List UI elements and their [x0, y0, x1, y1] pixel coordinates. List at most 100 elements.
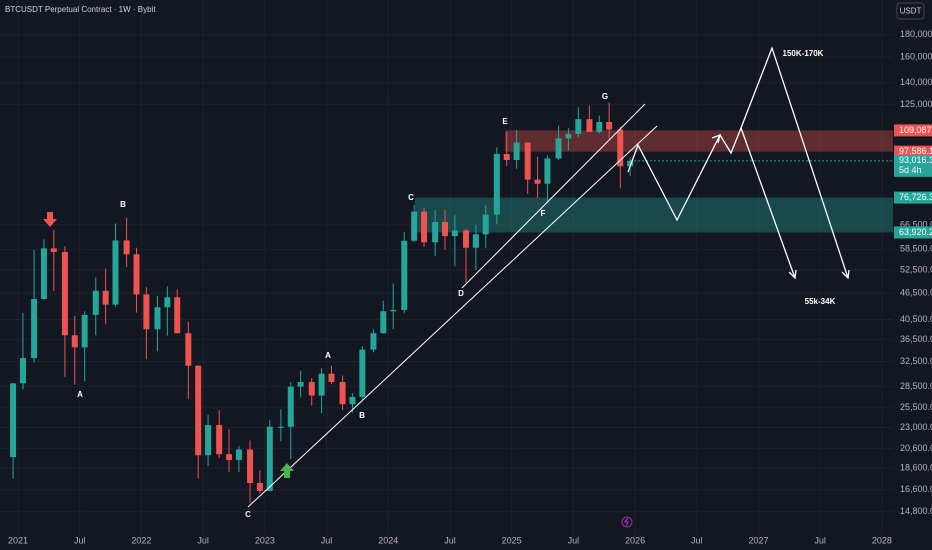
- candle-body: [493, 154, 500, 215]
- candle-body: [19, 358, 26, 384]
- candle-body: [534, 179, 541, 184]
- candle-body: [328, 373, 335, 382]
- candle-body: [349, 396, 356, 405]
- x-tick-label: Jul: [321, 535, 333, 545]
- candle-body: [503, 154, 510, 161]
- buy-arrow: [280, 463, 294, 478]
- candles: [10, 102, 634, 503]
- price-label-bg: [894, 226, 932, 239]
- x-tick-label: 2024: [378, 535, 398, 545]
- y-tick-label: 52,500.0: [900, 264, 932, 274]
- last-price-label: 93,016.3: [899, 155, 932, 165]
- candle-body: [143, 294, 150, 330]
- candle-body: [10, 383, 17, 458]
- y-tick-label: 14,800.0: [900, 506, 932, 516]
- chart-title: BTCUSDT Perpetual Contract · 1W · Bybit: [5, 5, 156, 14]
- candle-body: [565, 133, 572, 139]
- candle-body: [421, 211, 428, 243]
- candle-body: [370, 333, 377, 350]
- annotation: D: [458, 289, 464, 298]
- arrow-head: [788, 269, 797, 280]
- drawings: [247, 46, 850, 508]
- candle-body: [154, 307, 161, 330]
- y-tick-label: 180,000.0: [900, 29, 932, 39]
- y-tick-label: 23,000.0: [900, 422, 932, 432]
- currency: USDT: [900, 7, 922, 16]
- x-tick-label: 2028: [872, 535, 892, 545]
- projection-path: [627, 46, 849, 279]
- price-label-bg: [894, 191, 932, 204]
- candle-body: [586, 119, 593, 132]
- y-tick-label: 32,500.0: [900, 356, 932, 366]
- candle-body: [308, 381, 315, 396]
- annotation: B: [359, 411, 365, 420]
- event-icon[interactable]: [621, 516, 633, 528]
- candle-body: [50, 248, 57, 252]
- candle-body: [31, 299, 38, 359]
- arrow-head: [711, 133, 721, 144]
- y-tick-label: 18,600.0: [900, 462, 932, 472]
- candle-body: [81, 314, 88, 348]
- candle-body: [432, 222, 439, 243]
- x-tick-label: Jul: [74, 535, 86, 545]
- x-tick-label: Jul: [814, 535, 826, 545]
- annotations: B A C A B C D E F G 150K-170K 55k-34K: [77, 49, 835, 519]
- annotation: C: [408, 193, 414, 202]
- candle-body: [226, 454, 233, 461]
- candle-body: [555, 138, 562, 159]
- candle-body: [185, 333, 192, 366]
- y-tick-label: 58,500.0: [900, 244, 932, 254]
- y-tick-label: 125,000.0: [900, 99, 932, 109]
- annotation: F: [541, 209, 546, 218]
- x-tick-label: 2025: [502, 535, 522, 545]
- candle-body: [596, 121, 603, 132]
- price-label: 109,087.5: [899, 125, 932, 135]
- candle-body: [247, 449, 254, 484]
- candle-body: [339, 381, 346, 405]
- candle-body: [266, 426, 273, 491]
- candle-body: [524, 142, 531, 180]
- y-tick-label: 40,500.0: [900, 314, 932, 324]
- candle-body: [411, 211, 418, 241]
- candle-body: [575, 119, 582, 134]
- axis-labels: 180,000.0 160,000.0 140,000.0 125,000.0 66,5…: [8, 29, 932, 545]
- candle-body: [380, 311, 387, 334]
- y-tick-label: 160,000.0: [900, 52, 932, 62]
- candle-body: [472, 234, 479, 248]
- price-label-bg: [894, 124, 932, 137]
- candle-body: [235, 449, 242, 461]
- sell-arrow: [43, 212, 57, 227]
- y-tick-label: 36,500.0: [900, 334, 932, 344]
- annotation: A: [77, 390, 83, 399]
- candle-body: [216, 425, 223, 455]
- x-tick-label: Jul: [444, 535, 456, 545]
- x-tick-label: Jul: [568, 535, 580, 545]
- candle-body: [71, 335, 78, 348]
- candle-body: [40, 248, 47, 300]
- candle-body: [513, 142, 520, 161]
- candle-body: [256, 483, 263, 491]
- candle-body: [287, 386, 294, 427]
- candle-body: [277, 426, 284, 428]
- annotation: E: [502, 117, 508, 126]
- candle-body: [123, 240, 130, 255]
- candle-body: [390, 309, 397, 312]
- candle-body: [174, 297, 181, 334]
- y-tick-label: 16,600.0: [900, 484, 932, 494]
- trend-line: [461, 103, 646, 289]
- y-tick-label: 46,500.0: [900, 288, 932, 298]
- candle-body: [482, 214, 489, 235]
- last-price-bg: [894, 154, 932, 177]
- y-tick-label: 140,000.0: [900, 77, 932, 87]
- candle-body: [164, 297, 171, 308]
- candle-body: [544, 158, 551, 184]
- price-label: 63,920.2: [899, 227, 932, 237]
- y-tick-label: 66,500.0: [900, 219, 932, 229]
- annotation: 150K-170K: [783, 49, 824, 58]
- y-tick-label: 20,600.0: [900, 443, 932, 453]
- candle-body: [462, 230, 469, 248]
- y-tick-label: 25,500.0: [900, 402, 932, 412]
- candle-body: [297, 381, 304, 387]
- price-label-bg: [894, 145, 932, 158]
